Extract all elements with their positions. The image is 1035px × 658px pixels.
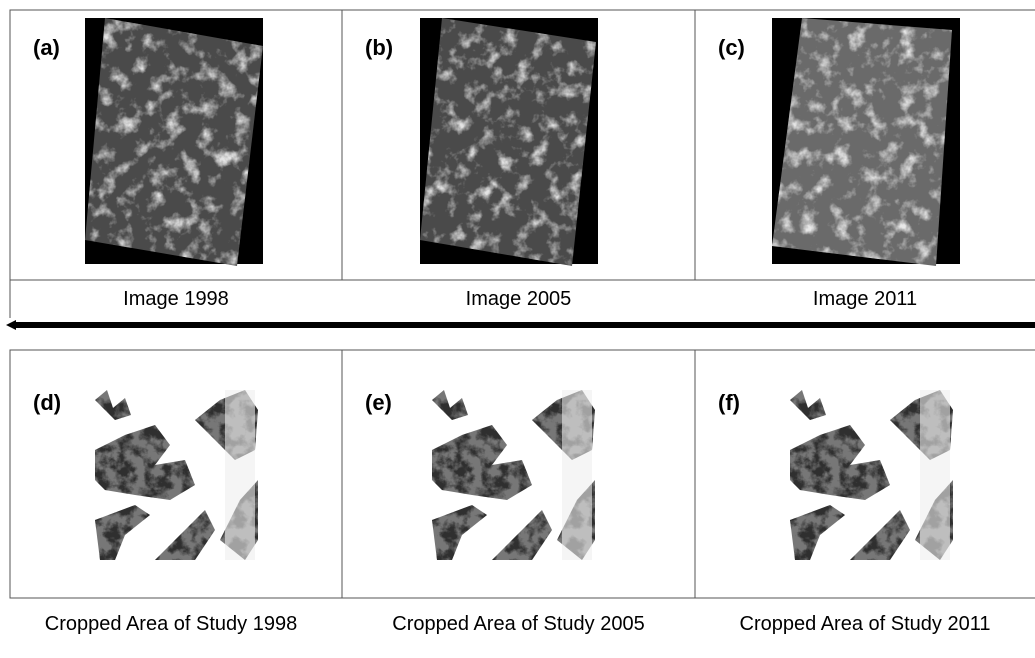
- terrain-texture: [432, 505, 487, 560]
- panel-label: (a): [33, 35, 60, 60]
- terrain-texture: [432, 390, 468, 420]
- glacier: [562, 390, 592, 560]
- panel-caption: Image 2005: [466, 288, 572, 310]
- satellite-texture: [772, 18, 952, 266]
- terrain-texture: [155, 510, 215, 560]
- panel-label: (d): [33, 390, 61, 415]
- terrain-texture: [95, 505, 150, 560]
- panel-caption: Image 1998: [123, 288, 229, 310]
- panel-label: (b): [365, 35, 393, 60]
- panel-label: (e): [365, 390, 392, 415]
- terrain-texture: [850, 510, 910, 560]
- panel-caption: Cropped Area of Study 2011: [740, 613, 991, 635]
- satellite-texture: [420, 18, 596, 266]
- cropped-image: [95, 390, 258, 560]
- glacier: [225, 390, 255, 560]
- arrow-head: [6, 320, 16, 330]
- bottom-frame: [9, 349, 1035, 599]
- panel-caption: Cropped Area of Study 1998: [45, 613, 297, 635]
- glacier: [920, 390, 950, 560]
- terrain-texture: [95, 390, 131, 420]
- panel-label: (c): [718, 35, 745, 60]
- terrain-texture: [432, 425, 532, 500]
- terrain-texture: [492, 510, 552, 560]
- panel-caption: Cropped Area of Study 2005: [392, 613, 644, 635]
- terrain-texture: [790, 425, 890, 500]
- terrain-texture: [790, 390, 826, 420]
- cropped-image: [790, 390, 953, 560]
- cropped-image: [432, 390, 595, 560]
- top-frame: [9, 9, 1035, 281]
- terrain-texture: [95, 425, 195, 500]
- terrain-texture: [790, 505, 845, 560]
- panel-label: (f): [718, 390, 740, 415]
- panel-caption: Image 2011: [813, 288, 917, 310]
- satellite-texture: [85, 18, 263, 266]
